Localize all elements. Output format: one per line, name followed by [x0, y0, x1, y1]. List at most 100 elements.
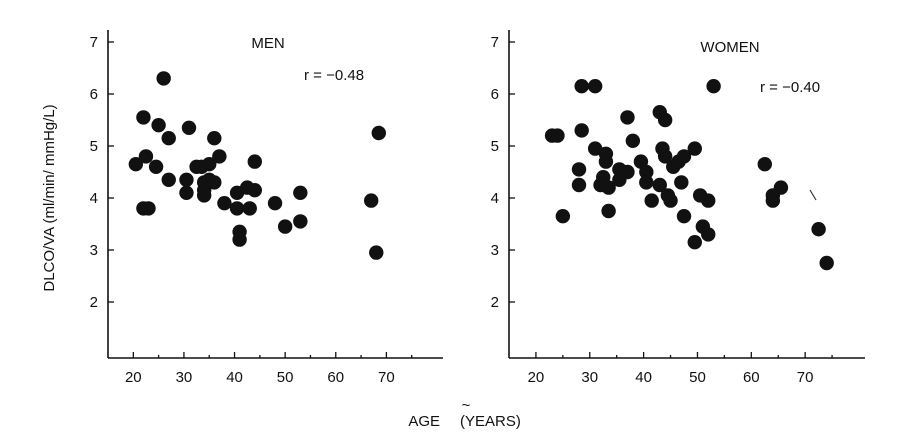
women-data-point: [587, 141, 603, 156]
women-x-tick-label: 20: [528, 369, 545, 386]
men-data-point: [196, 188, 212, 203]
women-data-point: [701, 193, 716, 208]
men-data-point: [267, 196, 283, 211]
women-data-point: [773, 180, 789, 195]
men-data-point: [161, 172, 176, 187]
women-data-point: [676, 149, 692, 164]
men-data-point: [156, 71, 171, 86]
men-data-point: [138, 149, 154, 164]
men-data-point: [293, 214, 308, 229]
men-x-tick-label: 70: [378, 369, 395, 386]
women-data-point: [571, 177, 587, 193]
women-y-tick-label: 6: [491, 86, 499, 103]
women-data-point: [555, 209, 571, 224]
men-data-point: [151, 118, 166, 133]
women-data-point: [811, 222, 826, 237]
women-data-point: [701, 227, 716, 242]
women-data-point: [639, 164, 654, 180]
women-x-tick-label: 50: [689, 369, 706, 386]
men-y-tick-label: 3: [90, 242, 98, 259]
women-correlation-label: r = −0.40: [760, 79, 820, 96]
men-panel: 2 3 4 5 6 7 20 30 40 50 60 70 MEN r = −0.48: [90, 30, 443, 386]
men-x-tick-label: 50: [277, 369, 294, 386]
women-y-tick-label: 4: [491, 190, 499, 207]
women-data-point: [657, 112, 673, 128]
women-data-point: [574, 123, 589, 138]
women-data-point: [574, 79, 589, 94]
women-x-tick-label: 40: [635, 369, 652, 386]
women-data-point: [765, 193, 781, 208]
women-data-point: [706, 79, 721, 94]
men-x-tick-label: 40: [226, 369, 243, 386]
men-x-tick-label: 20: [125, 369, 142, 386]
women-data-point: [598, 154, 614, 169]
x-axis-tilde-mark: ~: [462, 397, 471, 414]
women-data-point: [625, 133, 641, 148]
women-panel: 2 3 4 5 6 7 20 30 40 50 60 70 WOMEN r = −0.40: [491, 30, 865, 386]
men-y-tick-label: 2: [90, 294, 98, 311]
women-x-tick-label: 60: [743, 369, 760, 386]
men-data-point: [232, 232, 247, 247]
women-data-point: [674, 175, 689, 190]
women-data-point: [644, 193, 659, 208]
men-data-point: [217, 196, 232, 211]
x-axis-units-label: (YEARS): [460, 413, 521, 430]
men-data-point: [229, 201, 245, 216]
men-data-point: [247, 154, 262, 169]
women-data-point: [620, 110, 635, 125]
women-data-point: [620, 164, 635, 180]
women-data-point: [601, 180, 616, 195]
men-data-point: [128, 157, 144, 172]
men-data-point: [371, 125, 386, 141]
men-data-point: [179, 172, 194, 187]
women-y-tick-label: 3: [491, 242, 499, 259]
men-data-point: [161, 131, 176, 146]
men-data-point: [202, 157, 217, 172]
men-y-tick-label: 4: [90, 190, 98, 207]
women-data-point: [687, 235, 702, 250]
women-data-point: [587, 79, 603, 94]
men-data-point: [179, 185, 194, 200]
men-data-point: [212, 149, 227, 164]
x-axis-label: AGE: [408, 413, 440, 430]
women-x-tick-label: 30: [581, 369, 598, 386]
women-data-point: [652, 177, 667, 193]
women-data-point: [676, 209, 692, 224]
women-panel-title: WOMEN: [700, 39, 759, 56]
men-data-point: [369, 245, 384, 260]
men-correlation-label: r = −0.48: [304, 67, 364, 84]
men-y-tick-label: 6: [90, 86, 98, 103]
women-data-point: [550, 128, 565, 143]
women-x-tick-label: 70: [797, 369, 814, 386]
men-data-point: [293, 185, 308, 200]
men-data-point: [181, 120, 197, 135]
men-data-point: [207, 175, 222, 190]
men-data-point: [247, 183, 262, 198]
stray-mark: [809, 189, 817, 201]
men-x-tick-label: 30: [176, 369, 193, 386]
women-y-tick-label: 5: [491, 138, 499, 155]
men-panel-title: MEN: [251, 35, 284, 52]
men-data-point: [364, 193, 379, 208]
men-x-tick-label: 60: [327, 369, 344, 386]
women-data-point: [757, 157, 772, 172]
women-data-point: [601, 203, 616, 219]
men-data-point: [148, 159, 164, 174]
men-data-point: [242, 201, 257, 216]
men-y-tick-label: 5: [90, 138, 98, 155]
women-data-point: [571, 162, 587, 177]
men-data-point: [207, 131, 222, 146]
women-data-point: [657, 149, 673, 164]
men-data-point: [136, 110, 151, 125]
women-y-tick-label: 7: [491, 34, 499, 51]
women-data-point: [687, 141, 702, 156]
men-data-point: [141, 201, 156, 216]
women-y-tick-label: 2: [491, 294, 499, 311]
women-data-point: [663, 193, 678, 208]
women-data-point: [819, 255, 834, 271]
women-data-point: [639, 175, 654, 190]
men-y-tick-label: 7: [90, 34, 98, 51]
men-data-point: [277, 219, 293, 234]
y-axis-label: DLCO/VA (ml/min/ mmHg/L): [41, 104, 58, 291]
